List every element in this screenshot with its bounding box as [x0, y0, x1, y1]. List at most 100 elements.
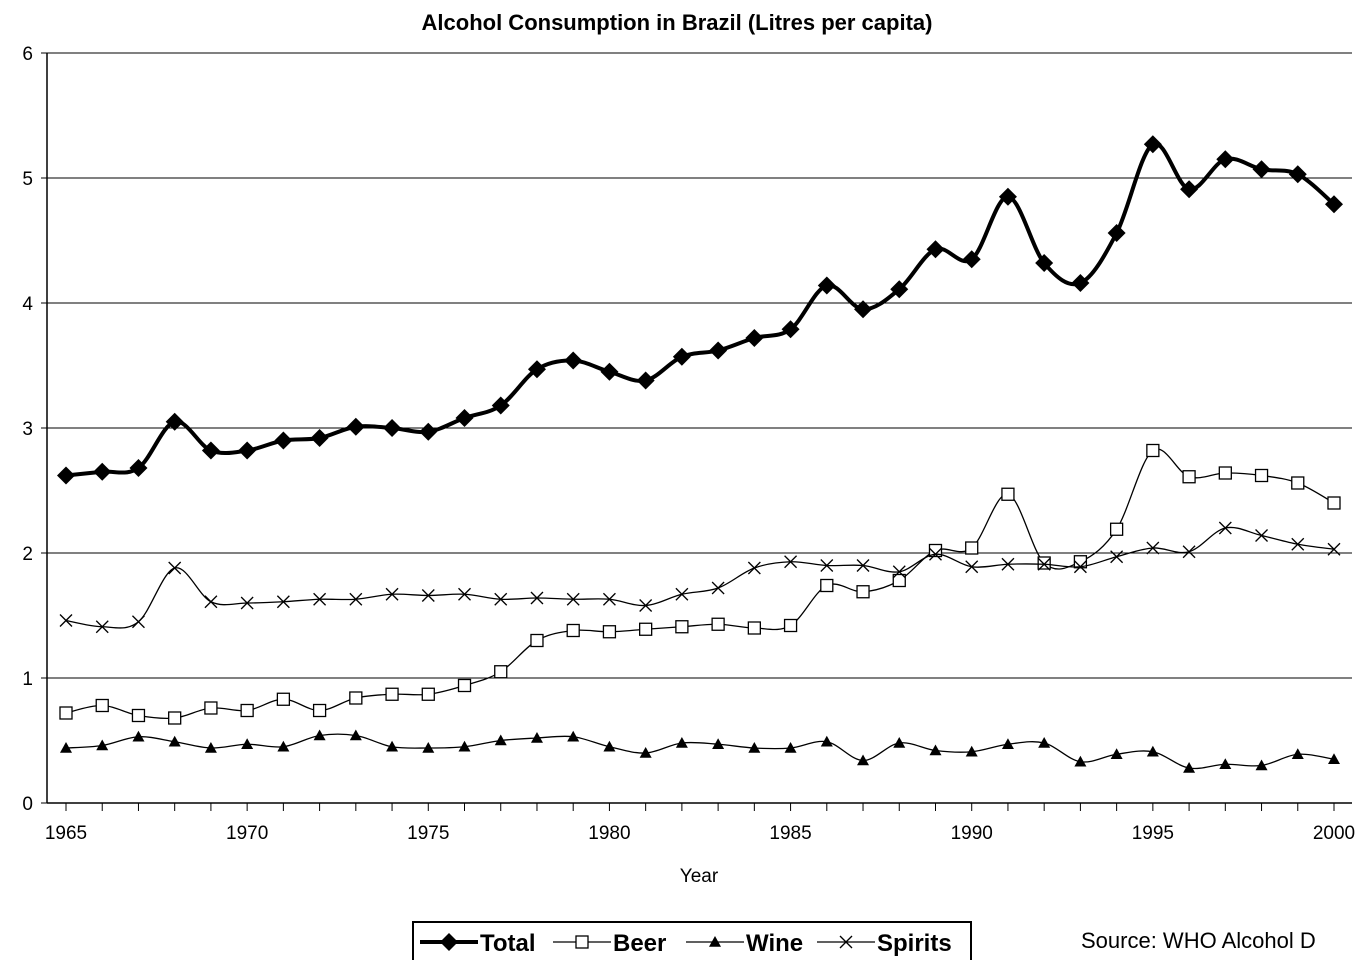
- data-point-beer: [602, 625, 617, 639]
- data-point-total: [491, 396, 510, 415]
- data-point-wine: [1183, 762, 1196, 773]
- data-point-total: [201, 441, 220, 460]
- data-point-total: [672, 347, 691, 366]
- data-point-spirits: [1218, 521, 1232, 535]
- data-point-beer: [747, 621, 761, 635]
- data-point-spirits: [1327, 542, 1341, 556]
- data-point-spirits: [1001, 557, 1015, 571]
- data-point-wine: [1328, 753, 1340, 765]
- data-point-beer: [1254, 468, 1269, 483]
- data-point-beer: [1218, 466, 1232, 480]
- data-point-wine: [386, 740, 399, 752]
- data-point-wine: [1219, 758, 1232, 770]
- data-point-total: [310, 429, 329, 447]
- data-point-total: [1107, 224, 1126, 242]
- legend-label-beer: Beer: [613, 930, 666, 957]
- data-point-total: [57, 466, 75, 485]
- data-point-beer: [639, 622, 653, 636]
- data-point-wine: [603, 740, 616, 752]
- data-point-total: [1180, 180, 1199, 199]
- data-point-total: [745, 329, 764, 347]
- data-point-total: [600, 362, 619, 381]
- data-point-total: [854, 300, 873, 319]
- data-point-spirits: [1110, 550, 1124, 564]
- series-total: [57, 135, 1343, 485]
- data-point-wine: [313, 729, 326, 741]
- data-point-total: [93, 462, 112, 481]
- data-point-beer: [204, 701, 218, 715]
- data-point-beer: [385, 687, 399, 701]
- data-point-spirits: [530, 591, 544, 605]
- data-point-wine: [60, 742, 72, 753]
- data-point-beer: [1001, 487, 1015, 501]
- x-tick-label: 1975: [407, 823, 449, 844]
- data-point-spirits: [95, 620, 109, 634]
- legend-item-beer: Beer: [553, 930, 666, 957]
- data-point-beer: [530, 633, 544, 648]
- data-point-spirits: [204, 595, 218, 609]
- data-point-beer: [1182, 470, 1196, 484]
- data-point-spirits: [240, 596, 254, 610]
- data-point-wine: [639, 747, 652, 758]
- data-point-beer: [131, 708, 146, 723]
- data-point-wine: [204, 742, 217, 753]
- data-point-spirits: [313, 592, 327, 606]
- data-point-beer: [457, 678, 472, 693]
- data-point-beer: [349, 691, 363, 705]
- data-point-spirits: [711, 581, 725, 595]
- data-point-spirits: [1037, 557, 1051, 571]
- data-point-wine: [458, 740, 471, 752]
- data-point-total: [817, 276, 836, 295]
- data-point-spirits: [892, 565, 906, 579]
- y-axis-ticks: 0 1 2 3 4 5 6: [22, 44, 47, 815]
- data-point-beer: [240, 703, 254, 718]
- data-point-wine: [675, 737, 688, 748]
- series-wine: [60, 729, 1340, 773]
- series-spirits: [59, 521, 1341, 634]
- data-point-beer: [494, 665, 508, 679]
- data-point-wine: [965, 745, 978, 757]
- data-point-beer: [1291, 476, 1305, 490]
- data-point-beer: [1109, 522, 1124, 536]
- y-tick-label: 1: [22, 669, 33, 690]
- data-point-spirits: [820, 559, 834, 572]
- source-note: Source: WHO Alcohol D: [1081, 928, 1316, 953]
- gridlines: [47, 52, 1352, 679]
- data-point-spirits: [675, 587, 689, 601]
- data-point-total: [274, 431, 293, 450]
- data-point-spirits: [494, 592, 508, 606]
- data-point-beer: [1073, 555, 1088, 569]
- x-tick-label: 2000: [1313, 823, 1355, 844]
- series-layer: [57, 135, 1343, 773]
- data-point-wine: [748, 742, 761, 753]
- legend-item-total: Total: [420, 930, 536, 957]
- data-point-wine: [277, 740, 290, 752]
- data-point-spirits: [1182, 545, 1196, 559]
- data-point-wine: [349, 729, 362, 741]
- data-point-wine: [168, 735, 181, 747]
- data-point-total: [781, 320, 800, 339]
- data-point-wine: [1255, 759, 1268, 771]
- data-point-spirits: [1255, 529, 1269, 542]
- x-axis-ticks: 1965 1970 1975 1980 1985 1990 1995 2000: [45, 803, 1355, 844]
- data-point-total: [1288, 165, 1307, 184]
- legend-item-wine: Wine: [686, 930, 803, 957]
- data-point-spirits: [602, 592, 616, 606]
- data-point-total: [165, 412, 184, 431]
- data-point-beer: [856, 585, 870, 599]
- data-point-beer: [1327, 496, 1341, 510]
- data-point-wine: [422, 742, 435, 753]
- data-point-beer: [421, 687, 435, 701]
- legend-marker-beer: [575, 935, 589, 949]
- y-tick-label: 5: [22, 169, 33, 190]
- legend-marker-spirits: [839, 935, 853, 949]
- legend-label-total: Total: [480, 930, 536, 957]
- data-point-spirits: [747, 561, 761, 575]
- data-point-spirits: [929, 547, 942, 561]
- data-point-wine: [494, 734, 507, 746]
- data-point-spirits: [131, 615, 145, 629]
- data-point-total: [1325, 195, 1343, 214]
- x-tick-label: 1995: [1132, 823, 1174, 844]
- data-point-wine: [784, 742, 797, 753]
